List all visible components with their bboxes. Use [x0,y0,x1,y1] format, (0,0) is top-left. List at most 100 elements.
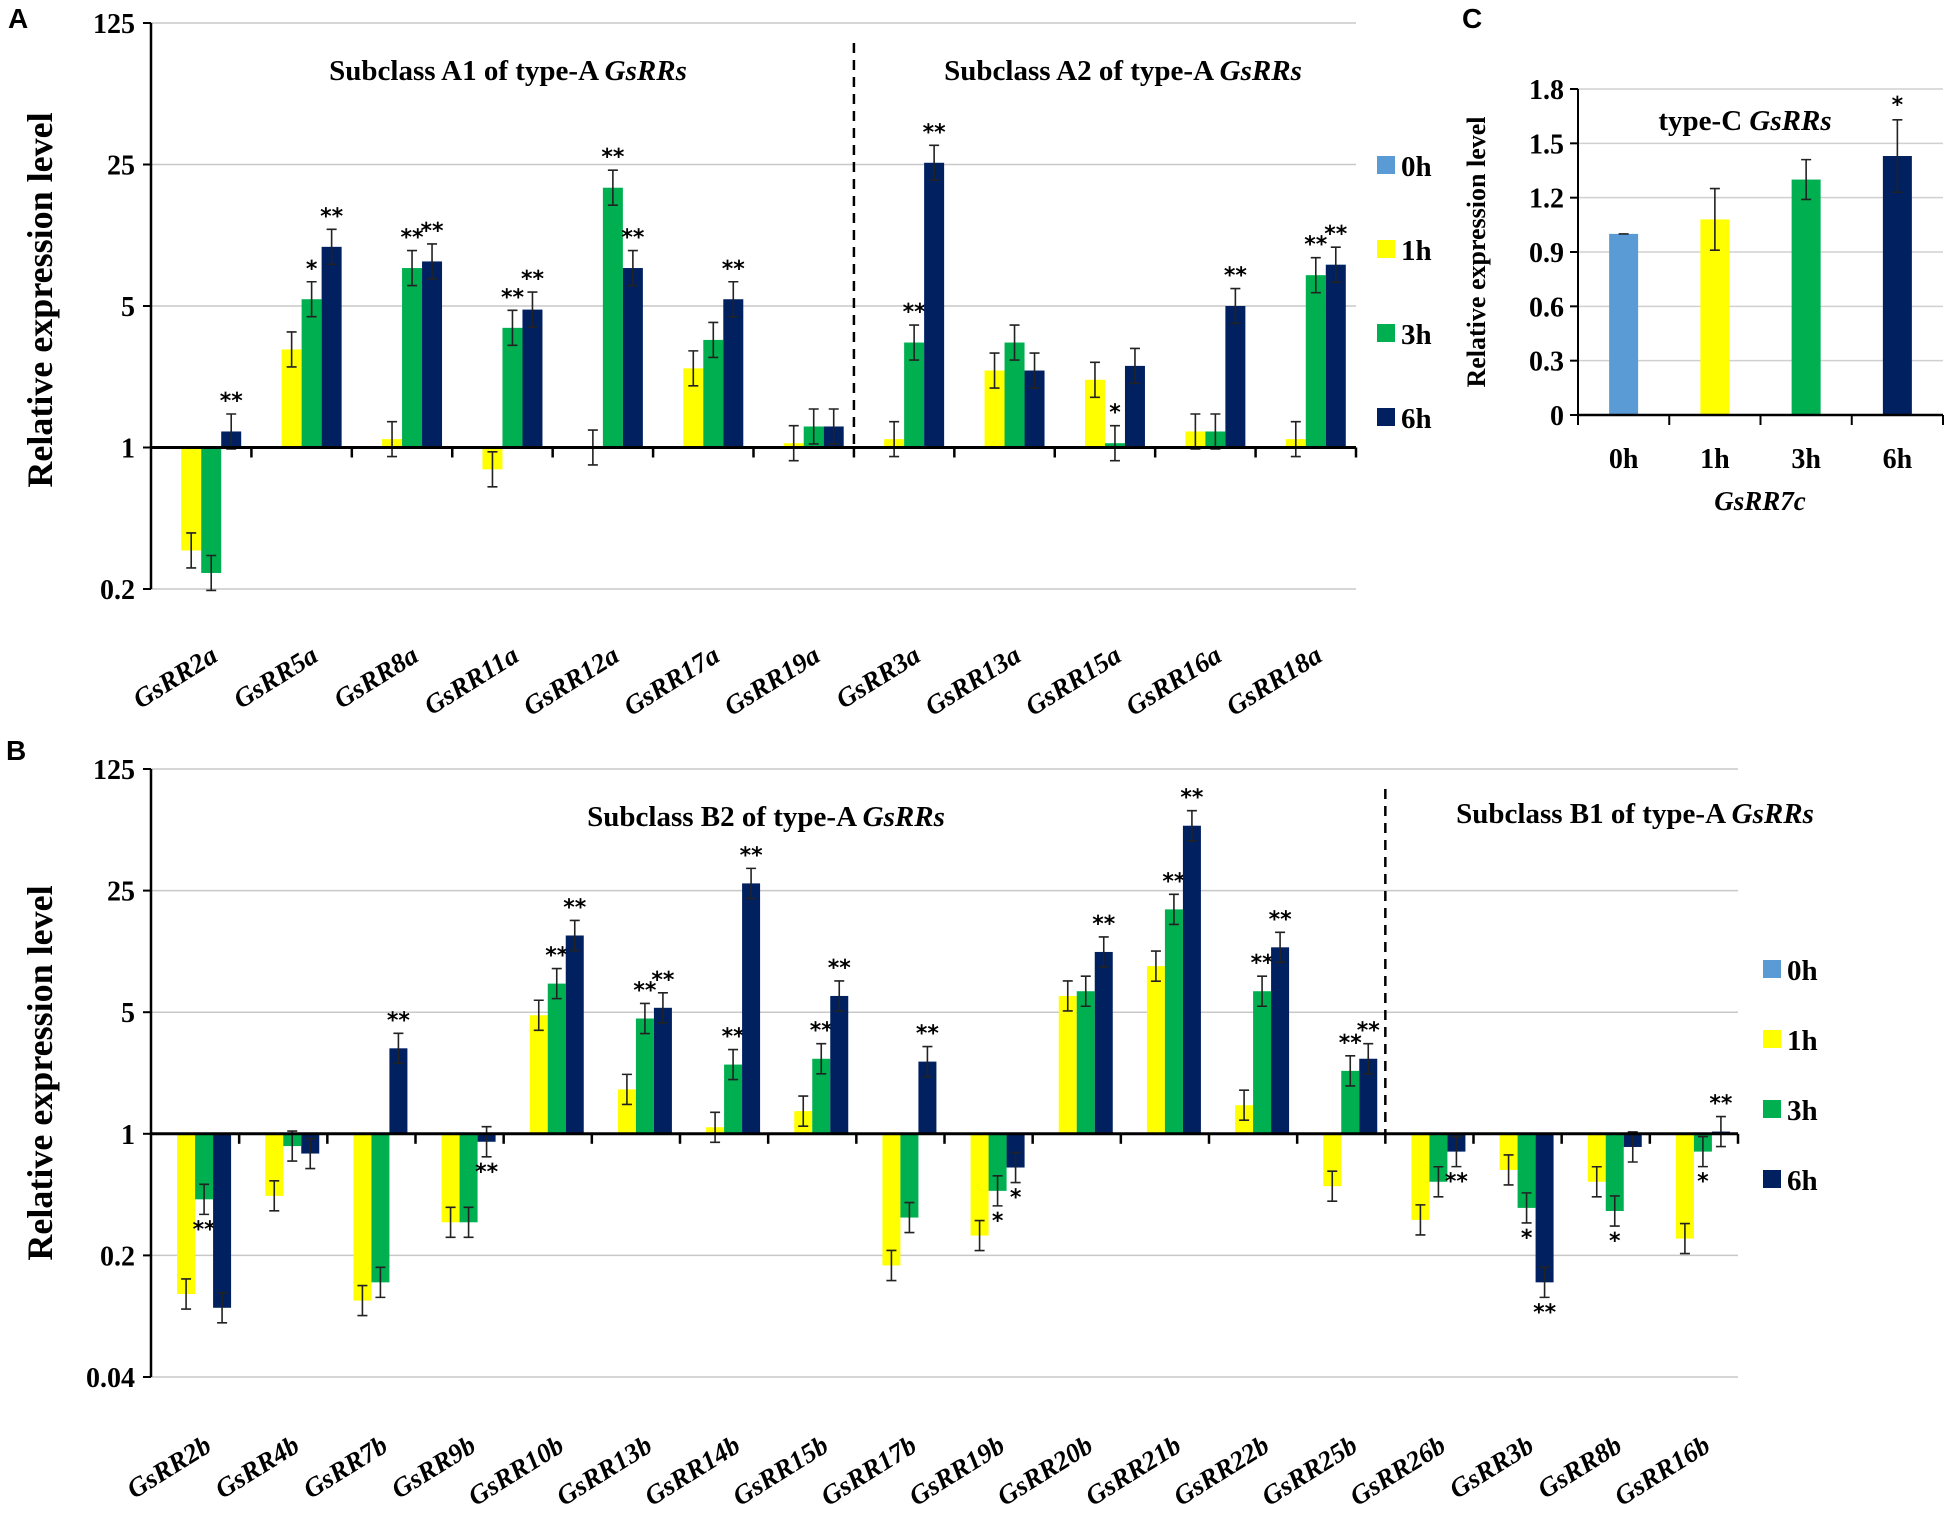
significance-marker: ** [621,226,645,251]
significance-marker: ** [923,120,947,145]
error-bar [708,321,719,359]
significance-marker: * [1521,1226,1533,1251]
category-label: GsRR2b [121,1430,216,1505]
category-label: GsRR4b [210,1430,305,1505]
error-bar [834,980,845,1012]
x-tick-label: 0h [1609,444,1639,475]
legend-swatch-3h [1377,324,1395,342]
category-label: GsRR13b [551,1430,657,1512]
bar-GsRR15b-3h [812,1058,831,1134]
error-bar [728,280,739,318]
error-bar [1129,347,1140,385]
subtitle-italic: GsRRs [1732,798,1814,830]
bar-GsRR10b-1h [529,1015,548,1134]
y-axis-label: Relative expression level [1462,116,1491,387]
subtitle-space [1212,55,1219,87]
x-tick-label: 1h [1700,444,1730,475]
bar-GsRR3b-3h [1517,1133,1536,1208]
legend-swatch-3h [1763,1100,1781,1118]
error-bar [1433,1165,1444,1198]
significance-marker: ** [1304,233,1328,258]
significance-marker: ** [916,1022,940,1047]
bar-GsRR8b-1h [1587,1133,1606,1182]
significance-marker: ** [1339,1031,1363,1056]
error-bar [463,1206,474,1239]
bar-GsRR5a-1h [281,349,302,448]
bar-GsRR10b-6h [565,935,584,1134]
error-bar [1521,1192,1532,1224]
error-bar [1345,1055,1356,1087]
bar-GsRR11a-6h [522,309,543,448]
category-label: GsRR19a [719,640,825,722]
error-bar [1230,287,1241,325]
category-label: GsRR20b [992,1430,1098,1512]
subtitle-text: Subclass A2 of type-A [944,55,1214,87]
bar-GsRR13a-1h [984,370,1005,448]
error-bar [1010,1151,1021,1184]
error-bar [904,1201,915,1234]
error-bar [808,408,819,445]
y-tick-label: 0.04 [86,1363,135,1394]
error-bar [1186,809,1197,842]
bar-GsRR18a-3h [1305,275,1326,448]
bar-GsRR22b-6h [1271,947,1290,1134]
bar-GsRR7b-1h [353,1133,372,1301]
error-bar [206,554,217,592]
subtitle-text: Subclass B1 of type-A [1456,798,1726,830]
error-bar [1290,420,1301,458]
x-tick-label: 3h [1791,444,1821,475]
bar-GsRR13b-3h [635,1018,654,1134]
bar-GsRR5a-3h [301,299,322,448]
subtitle-text: Subclass A1 of type-A [329,55,599,87]
error-bar [1591,1165,1602,1198]
y-tick-label: 25 [107,877,135,908]
bar-GsRR25b-6h [1359,1058,1378,1134]
bar-GsRR2a-1h [181,447,202,551]
significance-marker: ** [401,226,425,251]
y-tick-label: 1 [121,434,135,465]
bar-GsRR22b-3h [1253,991,1272,1134]
error-bar [1415,1204,1426,1236]
panel-letter: C [1462,3,1482,34]
error-bar [481,1125,492,1158]
bar-GsRR8a-6h [422,261,443,448]
significance-marker: ** [1162,869,1186,894]
significance-marker: ** [563,895,587,920]
bar-GsRR9b-1h [441,1133,460,1223]
error-bar [816,1042,827,1075]
bar-GsRR12a-6h [622,268,643,448]
error-bar [427,243,438,280]
subtitle-text: type-C [1658,105,1742,137]
subclass-title: Subclass B1 of type-A GsRRs [1456,798,1814,830]
error-bar [1098,936,1109,968]
error-bar [639,1002,650,1035]
category-label: GsRR18a [1221,640,1327,722]
legend-label: 6h [1401,403,1432,435]
significance-marker: ** [501,285,525,310]
significance-marker: ** [521,267,545,292]
bar-GsRR14b-3h [724,1064,743,1134]
category-label: GsRR17a [618,640,724,722]
error-bar [1330,246,1341,283]
y-tick-label: 0 [1550,401,1564,432]
bar-GsRR19b-6h [1006,1133,1025,1168]
y-tick-label: 5 [121,292,135,323]
error-bar [387,420,398,458]
error-bar [1109,424,1120,462]
error-bar [186,532,197,569]
error-bar [1310,256,1321,294]
y-tick-label: 1 [121,1120,135,1151]
bar-GsRR20b-6h [1094,951,1113,1134]
panel-letter: B [6,735,26,766]
significance-marker: ** [810,1019,834,1044]
significance-marker: ** [475,1160,499,1185]
bar-GsRR11a-3h [502,327,523,448]
significance-marker: ** [1324,222,1348,247]
bar-3h [1791,179,1821,415]
error-bar [1363,1042,1374,1075]
legend-label: 3h [1787,1095,1818,1127]
bar-GsRR21b-6h [1182,825,1201,1134]
y-tick-label: 0.3 [1529,347,1564,378]
subtitle-italic: GsRRs [1220,55,1302,87]
